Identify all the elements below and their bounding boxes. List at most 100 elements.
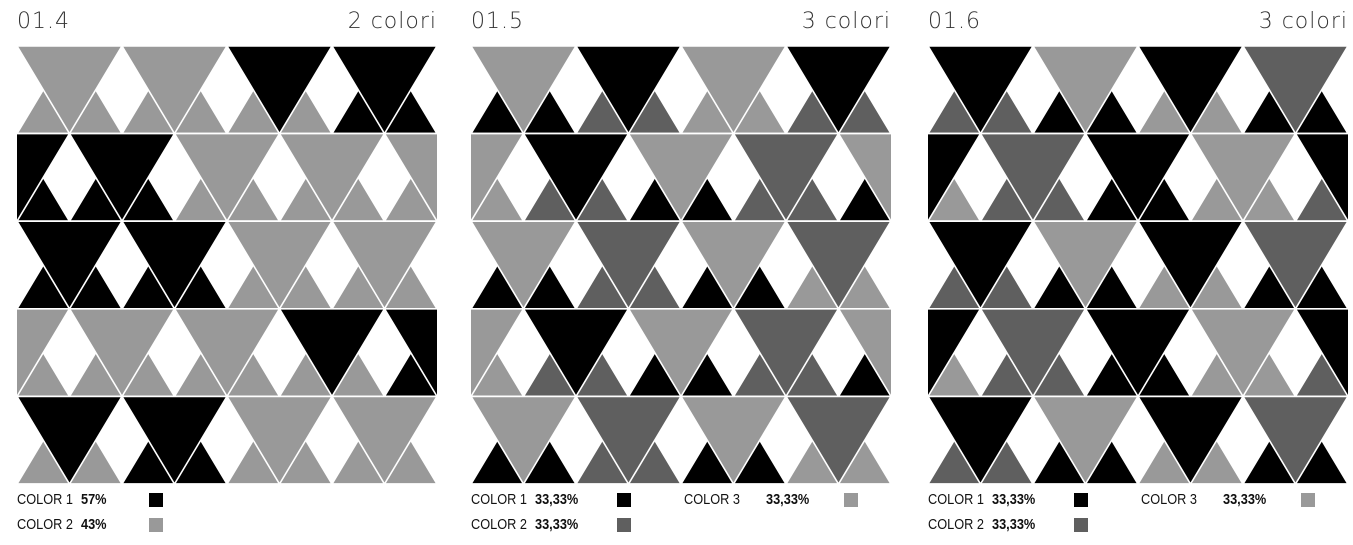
color-swatch (149, 518, 163, 532)
triangle-tile (1084, 132, 1192, 222)
pattern-code: 01.4 (17, 9, 70, 34)
color-swatch (617, 518, 631, 532)
legend-color-2: COLOR 2 43% (17, 515, 163, 533)
pattern-code: 01.5 (471, 9, 524, 34)
legend-percent: 33,33% (992, 490, 1036, 508)
legend-color-2: COLOR 2 33,33% (928, 515, 1088, 533)
triangle-tile (68, 132, 176, 222)
legend-percent: 43% (81, 515, 107, 533)
triangle-tile (1137, 395, 1244, 484)
legend-percent: 33,33% (535, 515, 579, 533)
triangle-tile (1137, 46, 1244, 135)
legend-color-1: COLOR 1 33,33% (928, 490, 1088, 508)
triangle-tile (928, 395, 1034, 484)
triangle-tile (928, 307, 982, 398)
legend-label: COLOR 2 (17, 515, 73, 533)
triangle-tile (522, 307, 630, 398)
triangle-tile (575, 395, 682, 484)
triangle-tile (575, 220, 682, 310)
color-swatch (617, 493, 631, 507)
triangle-tile (732, 132, 840, 222)
legend-label: COLOR 1 (928, 490, 984, 508)
triangle-tile (278, 132, 386, 222)
triangle-tile (173, 307, 281, 398)
triangle-pattern (928, 46, 1348, 484)
triangle-tile (68, 307, 176, 398)
legend-color-1: COLOR 1 57% (17, 490, 163, 508)
swatch-panel-01-5[interactable]: 01.5 3 colori COLOR 1 33,33% COLOR 2 33,… (471, 0, 891, 545)
legend-label: COLOR 2 (471, 515, 527, 533)
triangle-tile (928, 220, 1034, 310)
triangle-tile (837, 307, 891, 398)
triangle-tile (1032, 46, 1139, 135)
triangle-tile (1189, 307, 1297, 398)
triangle-tile (1242, 46, 1348, 135)
legend-percent: 33,33% (535, 490, 579, 508)
triangle-tile (785, 395, 891, 484)
legend-label: COLOR 3 (1141, 490, 1197, 508)
color-count: 2 colori (347, 9, 437, 34)
triangle-tile (1189, 132, 1297, 222)
triangle-tile (979, 307, 1087, 398)
triangle-tile (1084, 307, 1192, 398)
legend-label: COLOR 3 (684, 490, 740, 508)
triangle-tile (575, 46, 682, 135)
triangle-tile (1294, 307, 1348, 398)
triangle-tile (331, 46, 437, 135)
triangle-tile (17, 132, 71, 222)
triangle-tile (627, 307, 735, 398)
triangle-tile (928, 132, 982, 222)
color-swatch (1301, 493, 1315, 507)
legend-percent: 33,33% (1223, 490, 1267, 508)
color-count: 3 colori (1258, 9, 1348, 34)
color-swatch (1074, 518, 1088, 532)
color-swatch (844, 493, 858, 507)
legend-color-2: COLOR 2 33,33% (471, 515, 631, 533)
triangle-tile (383, 307, 437, 398)
triangle-tile (17, 220, 123, 310)
legend-percent: 33,33% (766, 490, 810, 508)
triangle-tile (226, 395, 333, 484)
triangle-tile (121, 220, 228, 310)
triangle-tile (680, 46, 787, 135)
triangle-tile (785, 220, 891, 310)
color-swatch (149, 493, 163, 507)
color-swatch (1074, 493, 1088, 507)
triangle-tile (1032, 395, 1139, 484)
triangle-tile (1242, 220, 1348, 310)
triangle-tile (383, 132, 437, 222)
legend-label: COLOR 1 (17, 490, 73, 508)
triangle-tile (732, 307, 840, 398)
legend-percent: 57% (81, 490, 107, 508)
triangle-tile (17, 395, 123, 484)
legend-percent: 33,33% (992, 515, 1036, 533)
pattern-code: 01.6 (928, 9, 981, 34)
legend-label: COLOR 2 (928, 515, 984, 533)
triangle-pattern (17, 46, 437, 484)
triangle-tile (331, 220, 437, 310)
triangle-tile (1294, 132, 1348, 222)
triangle-tile (331, 395, 437, 484)
triangle-tile (785, 46, 891, 135)
triangle-tile (471, 220, 577, 310)
triangle-tile (1137, 220, 1244, 310)
legend-color-3: COLOR 3 33,33% (1141, 490, 1315, 508)
triangle-tile (226, 220, 333, 310)
legend-color-1: COLOR 1 33,33% (471, 490, 631, 508)
swatch-panel-01-4[interactable]: 01.4 2 colori COLOR 1 57% COLOR 2 43% (17, 0, 437, 545)
color-count: 3 colori (801, 9, 891, 34)
triangle-tile (173, 132, 281, 222)
triangle-tile (1032, 220, 1139, 310)
swatch-panel-01-6[interactable]: 01.6 3 colori COLOR 1 33,33% COLOR 2 33,… (928, 0, 1348, 545)
triangle-tile (471, 46, 577, 135)
triangle-tile (522, 132, 630, 222)
triangle-tile (627, 132, 735, 222)
triangle-tile (278, 307, 386, 398)
triangle-tile (979, 132, 1087, 222)
triangle-tile (17, 307, 71, 398)
triangle-pattern (471, 46, 891, 484)
triangle-tile (471, 132, 525, 222)
triangle-tile (471, 395, 577, 484)
legend-label: COLOR 1 (471, 490, 527, 508)
triangle-tile (928, 46, 1034, 135)
